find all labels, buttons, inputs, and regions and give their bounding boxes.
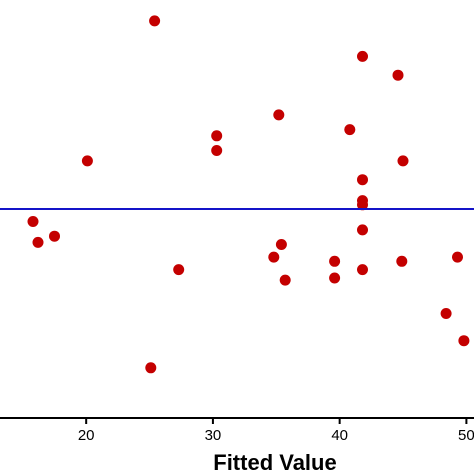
- data-point-13: [27, 216, 39, 227]
- data-point-20: [452, 251, 463, 263]
- data-point-23: [396, 255, 408, 267]
- data-point-28: [145, 362, 157, 374]
- data-point-5: [344, 124, 356, 136]
- data-point-26: [440, 308, 452, 319]
- data-point-21: [173, 264, 185, 276]
- data-point-10: [357, 174, 368, 186]
- x-tick-label-30: 30: [205, 427, 222, 444]
- data-point-2: [357, 50, 368, 62]
- data-point-17: [275, 239, 287, 250]
- data-point-1: [149, 15, 161, 27]
- data-point-27: [458, 335, 470, 347]
- x-axis-title: Fitted Value: [213, 450, 336, 474]
- x-tick-label-40: 40: [331, 427, 348, 444]
- data-point-6: [211, 130, 223, 142]
- data-point-22: [357, 264, 368, 276]
- data-points: [27, 15, 470, 374]
- x-tick-label-50: 50: [458, 427, 474, 444]
- data-point-4: [273, 109, 285, 121]
- data-point-12: [357, 199, 368, 211]
- data-point-19: [329, 255, 341, 267]
- data-point-3: [392, 69, 404, 81]
- data-point-18: [268, 251, 280, 263]
- data-point-15: [32, 236, 44, 248]
- data-point-24: [279, 274, 291, 286]
- data-point-14: [357, 224, 368, 236]
- x-axis-ticks: 20 30 40 50: [78, 418, 474, 444]
- data-point-16: [49, 230, 60, 242]
- x-tick-label-20: 20: [78, 427, 95, 444]
- data-point-7: [211, 145, 223, 156]
- data-point-25: [329, 272, 341, 284]
- data-point-9: [397, 155, 409, 167]
- data-point-8: [81, 155, 93, 167]
